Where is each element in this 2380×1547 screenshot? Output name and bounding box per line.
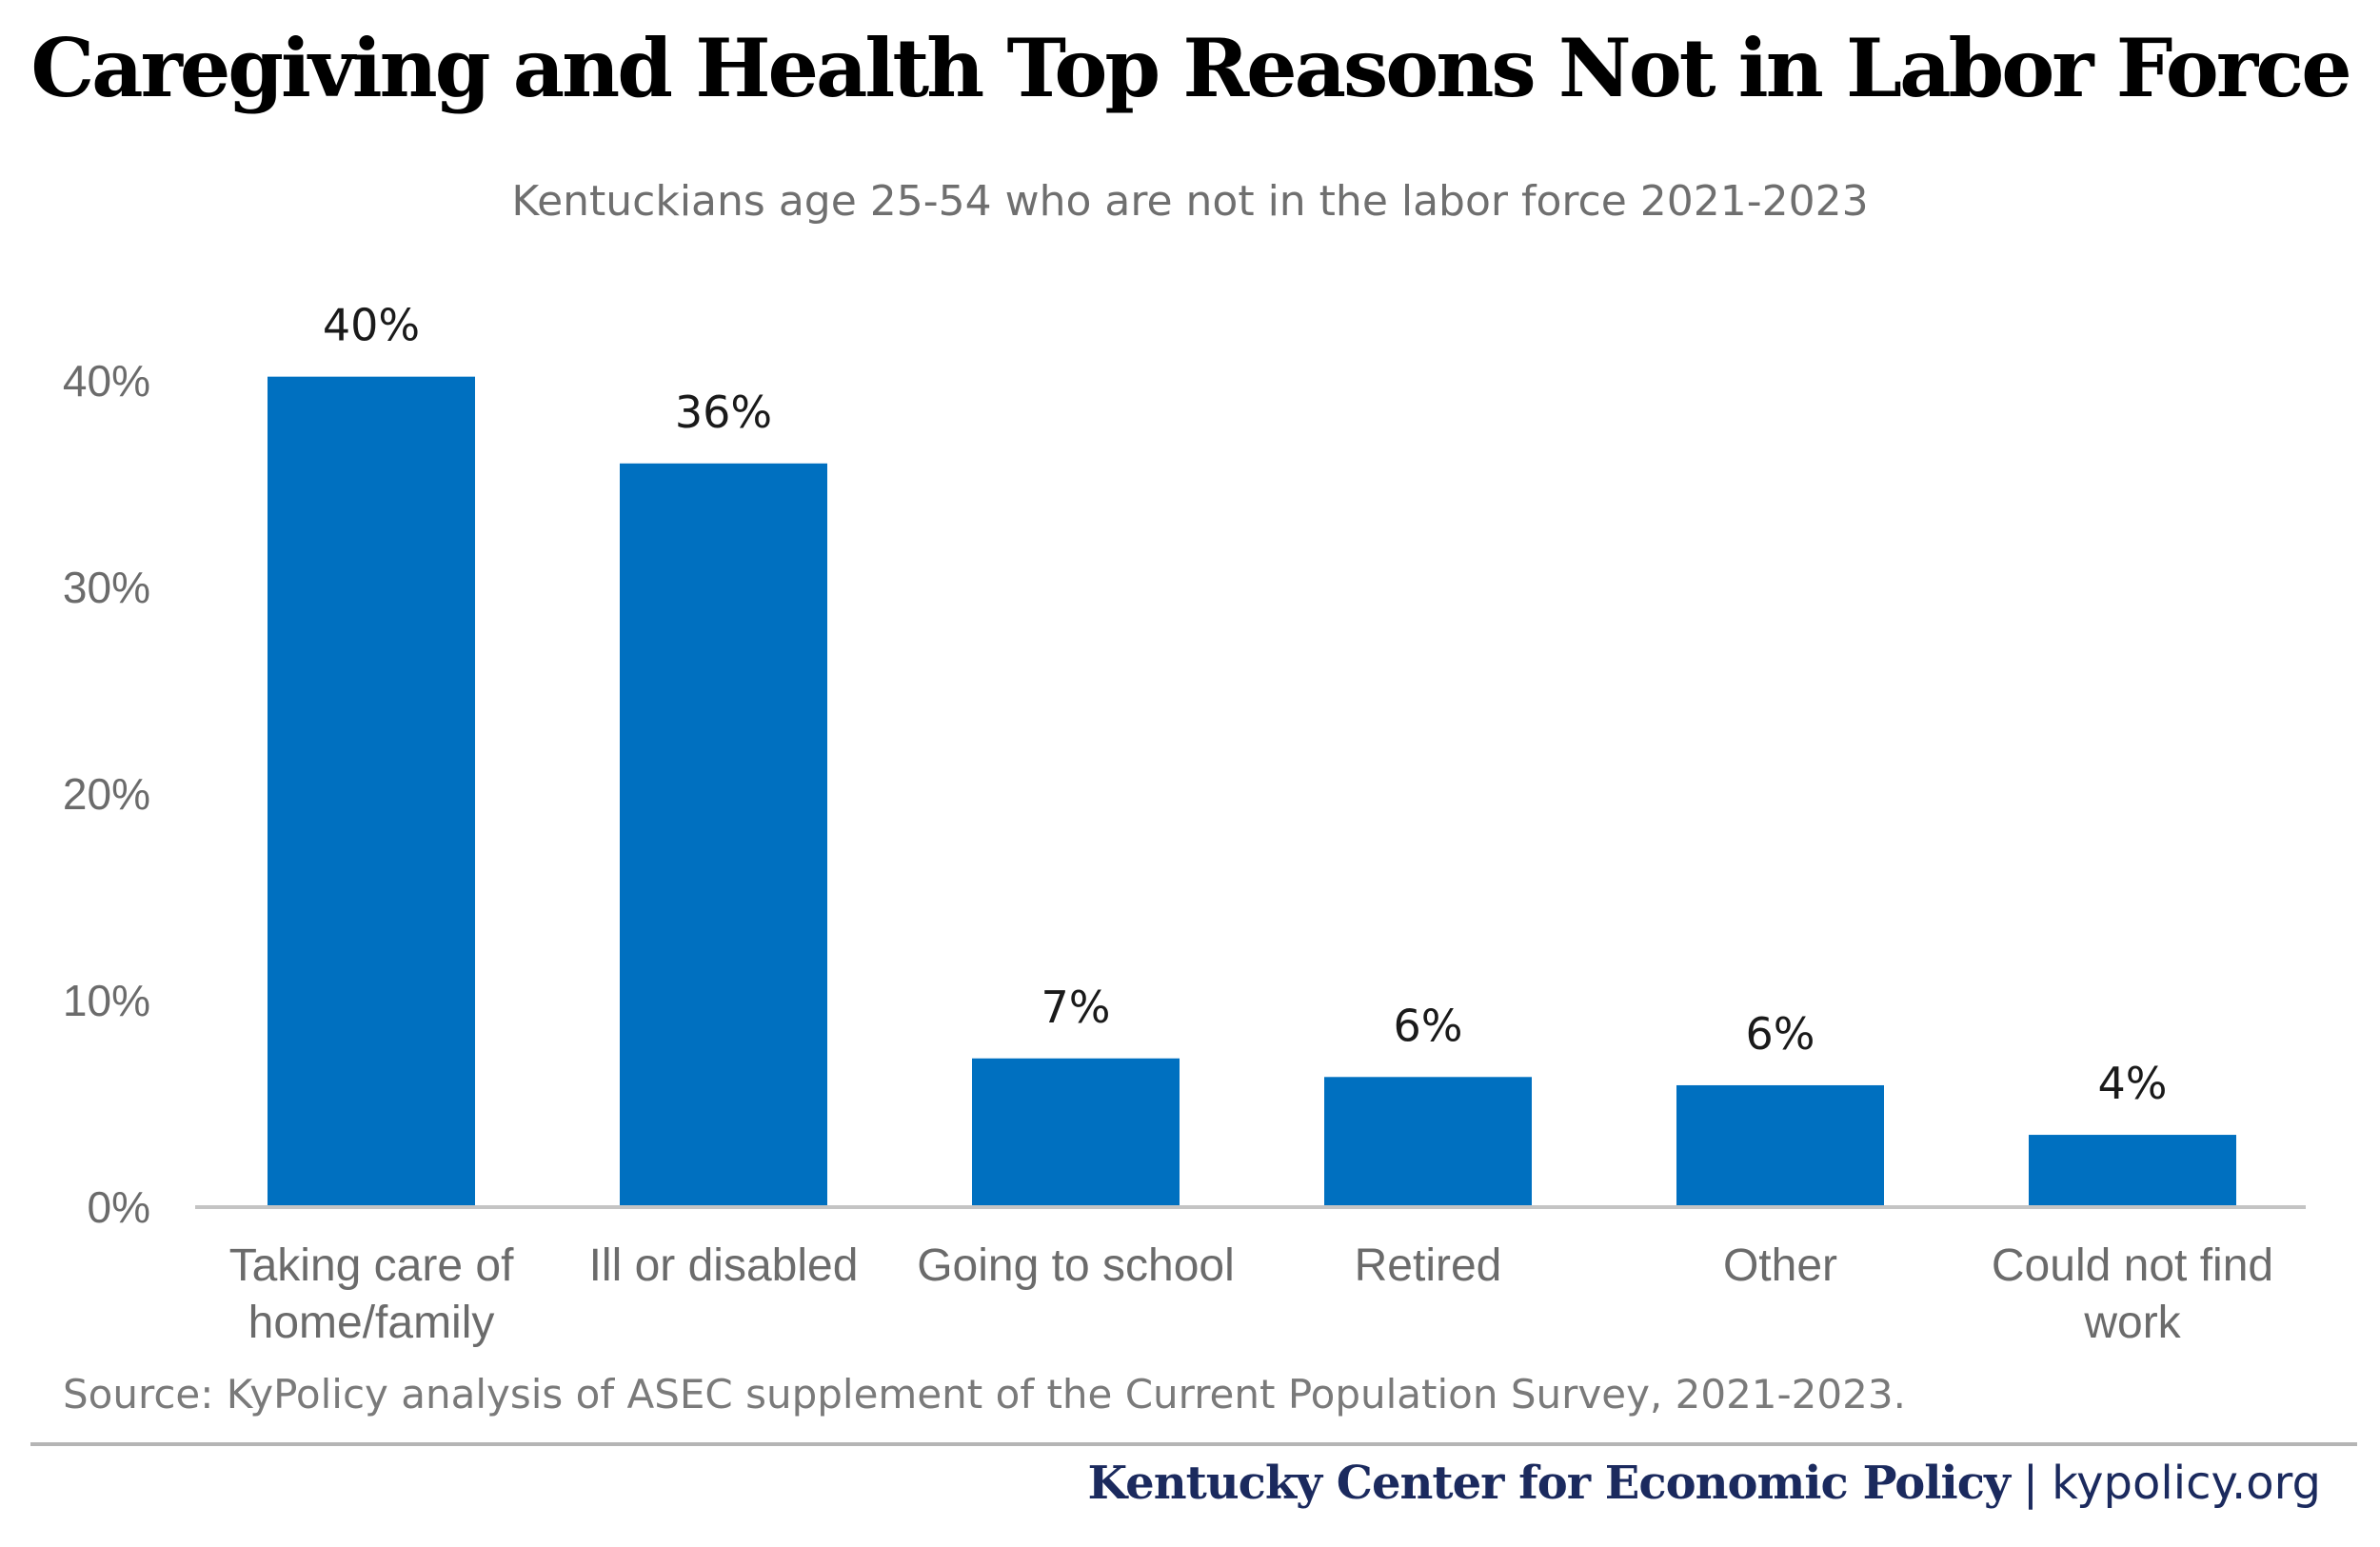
category-label: Other xyxy=(1723,1240,1837,1291)
category-label: Ill or disabled xyxy=(589,1240,859,1291)
footer-separator: | xyxy=(2022,1457,2039,1510)
data-label: 4% xyxy=(2098,1058,2168,1109)
data-label: 40% xyxy=(323,300,420,351)
category-label: Could not find xyxy=(1992,1240,2273,1291)
category-label: Going to school xyxy=(917,1240,1235,1291)
category-label: home/family xyxy=(248,1298,495,1348)
y-tick-label: 30% xyxy=(63,563,150,612)
category-label: Taking care of xyxy=(229,1240,514,1291)
y-tick-label: 10% xyxy=(63,976,150,1025)
source-note: Source: KyPolicy analysis of ASEC supple… xyxy=(63,1371,1906,1418)
footer: Kentucky Center for Economic Policy | kypo… xyxy=(1088,1455,2322,1513)
bar xyxy=(2029,1135,2236,1207)
category-label: Retired xyxy=(1355,1240,1502,1291)
footer-divider xyxy=(30,1442,2357,1446)
data-label: 7% xyxy=(1041,982,1111,1033)
data-label: 36% xyxy=(675,387,772,438)
data-label: 6% xyxy=(1746,1008,1815,1060)
chart-title: Caregiving and Health Top Reasons Not in… xyxy=(30,21,2351,115)
y-tick-label: 40% xyxy=(63,356,150,406)
footer-org-name: Kentucky Center for Economic Policy xyxy=(1087,1457,2011,1510)
bar xyxy=(268,376,475,1207)
y-tick-label: 0% xyxy=(88,1182,150,1232)
bar xyxy=(972,1058,1180,1207)
bar xyxy=(1676,1084,1884,1207)
chart-subtitle: Kentuckians age 25-54 who are not in the… xyxy=(511,177,1869,226)
y-tick-label: 20% xyxy=(63,769,150,819)
footer-site-link[interactable]: kypolicy.org xyxy=(2052,1457,2321,1510)
category-label: work xyxy=(2083,1298,2181,1348)
bar xyxy=(1324,1077,1532,1207)
bar xyxy=(620,463,827,1207)
data-label: 6% xyxy=(1394,1000,1463,1051)
